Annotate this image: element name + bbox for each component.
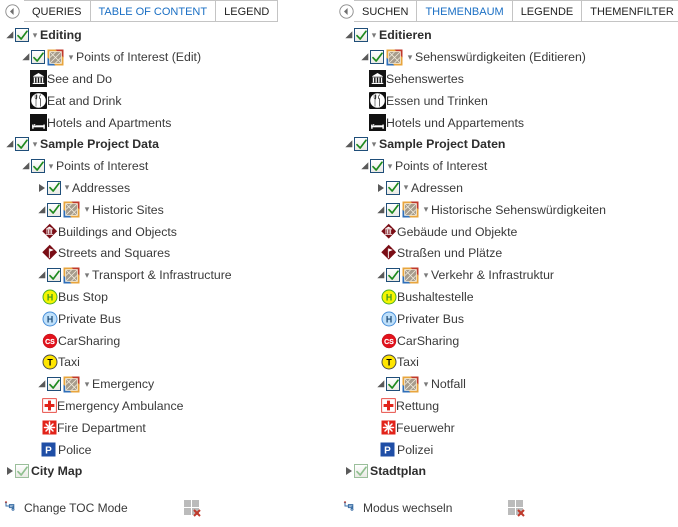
svg-text:H: H bbox=[46, 314, 52, 324]
svg-text:CS: CS bbox=[45, 338, 55, 345]
svg-text:CS: CS bbox=[384, 338, 394, 345]
svg-text:H: H bbox=[46, 292, 52, 302]
svg-text:T: T bbox=[386, 358, 392, 368]
svg-text:P: P bbox=[384, 445, 391, 456]
svg-text:H: H bbox=[385, 314, 391, 324]
svg-text:T: T bbox=[47, 358, 53, 368]
svg-text:H: H bbox=[385, 292, 391, 302]
svg-text:P: P bbox=[45, 445, 52, 456]
